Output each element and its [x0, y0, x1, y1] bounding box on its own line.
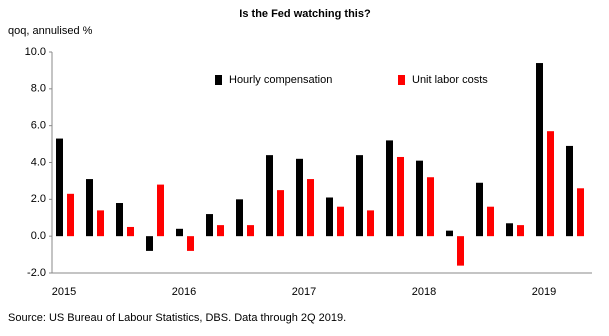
- bar: [367, 210, 374, 237]
- source-note: Source: US Bureau of Labour Statistics, …: [8, 312, 346, 324]
- bar: [236, 199, 243, 237]
- bar: [487, 206, 494, 237]
- bar: [416, 160, 423, 237]
- bar: [296, 158, 303, 237]
- bar: [56, 138, 63, 237]
- bar: [577, 188, 584, 237]
- x-tick-label: 2016: [172, 286, 196, 298]
- y-tick-label: 10.0: [25, 46, 46, 58]
- bar: [517, 225, 524, 237]
- bar: [116, 203, 123, 237]
- legend-swatch: [398, 75, 405, 85]
- bar: [506, 223, 513, 237]
- bar: [206, 214, 213, 237]
- bar: [176, 228, 183, 237]
- bar: [266, 155, 273, 237]
- bar: [476, 182, 483, 237]
- bar: [337, 206, 344, 237]
- bar: [67, 193, 74, 237]
- bar: [536, 63, 543, 237]
- legend-label: Hourly compensation: [229, 74, 332, 86]
- y-axis-label: qoq, annulised %: [8, 25, 93, 37]
- x-tick-label: 2019: [532, 286, 556, 298]
- y-tick-label: 4.0: [31, 156, 46, 168]
- bar: [97, 210, 104, 237]
- bar: [146, 236, 153, 251]
- y-tick-label: -2.0: [27, 267, 46, 279]
- bar: [446, 230, 453, 237]
- bar: [157, 184, 164, 237]
- bar: [356, 155, 363, 237]
- x-tick-label: 2015: [52, 286, 76, 298]
- bar: [547, 131, 554, 237]
- bar: [326, 197, 333, 237]
- bar: [127, 226, 134, 237]
- bar: [277, 190, 284, 237]
- y-tick-label: 6.0: [31, 120, 46, 132]
- bar: [247, 225, 254, 237]
- bar: [86, 179, 93, 237]
- bar: [307, 179, 314, 237]
- x-tick-label: 2017: [292, 286, 316, 298]
- bar: [386, 140, 393, 237]
- bar: [566, 145, 573, 237]
- chart-title: Is the Fed watching this?: [239, 8, 371, 20]
- bar: [427, 177, 434, 237]
- y-tick-label: 8.0: [31, 83, 46, 95]
- bar: [217, 225, 224, 237]
- bar: [457, 236, 464, 266]
- y-tick-label: 0.0: [31, 230, 46, 242]
- legend-swatch: [215, 75, 222, 85]
- bar: [187, 236, 194, 251]
- x-tick-label: 2018: [412, 286, 436, 298]
- y-tick-label: 2.0: [31, 193, 46, 205]
- legend-label: Unit labor costs: [412, 74, 488, 86]
- bar: [397, 156, 404, 237]
